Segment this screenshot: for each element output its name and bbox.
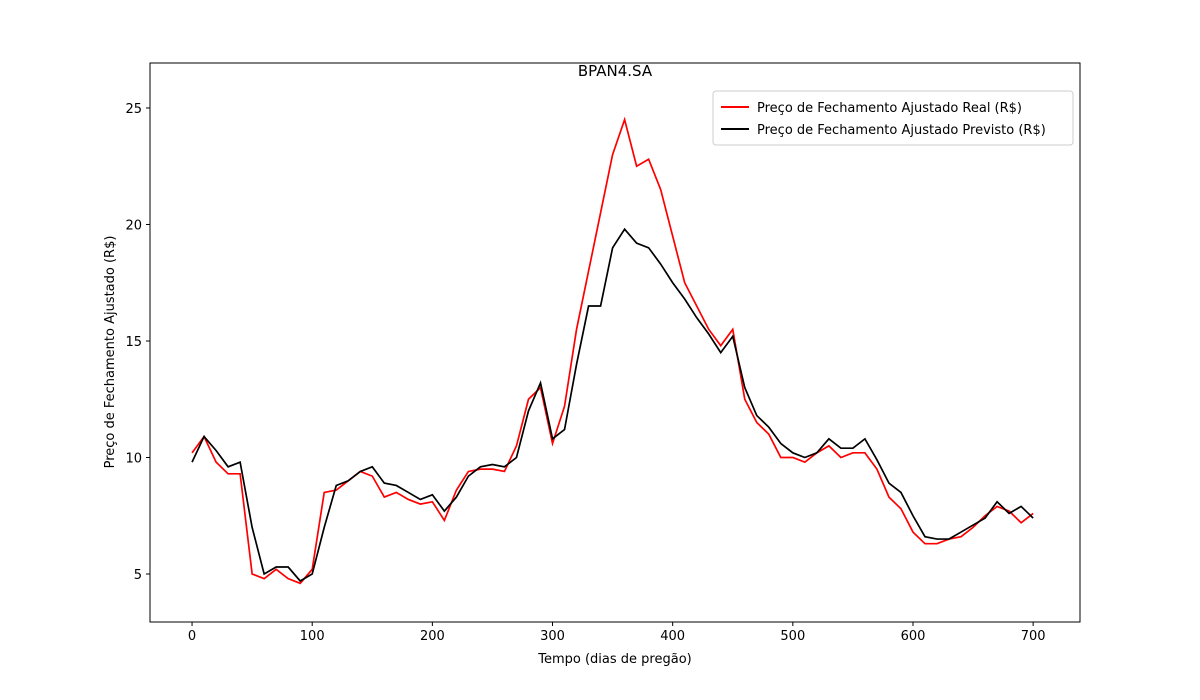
x-tick-label: 300 (540, 629, 565, 644)
x-tick-label: 100 (300, 629, 325, 644)
data-line (191, 227, 1034, 583)
legend-label: Preço de Fechamento Ajustado Previsto (R… (757, 123, 1046, 138)
y-tick-label: 25 (125, 102, 142, 117)
y-tick-label: 15 (125, 335, 142, 350)
plot-frame (149, 62, 1081, 623)
y-tick-label: 5 (134, 568, 142, 583)
legend-label: Preço de Fechamento Ajustado Real (R$) (757, 101, 1022, 116)
y-axis-label: Preço de Fechamento Ajustado (R$) (103, 236, 118, 469)
chart-title: BPAN4.SA (578, 62, 653, 80)
y-tick-label: 20 (125, 218, 142, 233)
x-tick-label: 200 (420, 629, 445, 644)
x-tick-label: 0 (188, 629, 196, 644)
x-axis-label: Tempo (dias de pregão) (537, 652, 691, 667)
legend-box (712, 90, 1074, 146)
data-line (191, 116, 1034, 585)
y-tick-label: 10 (125, 451, 142, 466)
x-tick-label: 400 (660, 629, 685, 644)
x-tick-label: 600 (901, 629, 926, 644)
x-tick-label: 500 (780, 629, 805, 644)
x-tick-label: 700 (1021, 629, 1046, 644)
